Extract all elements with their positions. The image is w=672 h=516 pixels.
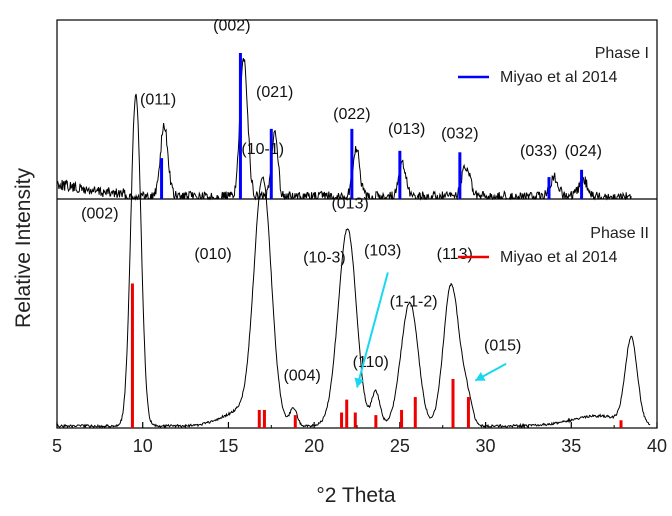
y-axis-label: Relative Intensity (12, 168, 35, 328)
peak-annotation: (021) (256, 84, 293, 101)
x-tick-label: 40 (647, 436, 667, 456)
x-tick-label: 5 (52, 436, 62, 456)
legend-title: Phase I (595, 45, 649, 62)
plot-frame-group (56, 19, 658, 429)
legend-label: Miyao et al 2014 (500, 69, 618, 86)
x-axis-label: °2 Theta (316, 484, 396, 507)
x-tick-label: 35 (561, 436, 581, 456)
peak-annotation: (10-1) (241, 141, 284, 158)
annotation-arrowhead (475, 371, 486, 381)
x-tick-label: 20 (304, 436, 324, 456)
series-group (56, 53, 651, 430)
measured-pattern-line (56, 93, 651, 430)
peak-annotation: (010) (194, 246, 231, 263)
peak-annotation: (004) (283, 368, 320, 385)
peak-annotation: (10-3) (303, 249, 346, 266)
peak-annotation: (033) (520, 143, 557, 160)
annotation-arrow (356, 272, 389, 388)
legend-label: Miyao et al 2014 (500, 249, 618, 266)
label-group: 5 10 15 20 25 30 35 40 (011) (002) (021) (022) (013)… (52, 17, 667, 456)
measured-pattern-line (56, 57, 632, 201)
annotation-arrowhead (354, 377, 365, 388)
peak-annotation: (015) (484, 337, 521, 354)
x-tick-label: 30 (476, 436, 496, 456)
peak-annotation: (1-1-2) (390, 293, 438, 310)
x-tick-label: 15 (218, 436, 238, 456)
peak-annotation: (002) (81, 205, 118, 222)
peak-annotation: (024) (565, 143, 602, 160)
x-tick-label: 25 (390, 436, 410, 456)
peak-annotation: (032) (441, 125, 478, 142)
x-tick-label: 10 (133, 436, 153, 456)
peak-annotation: (002) (213, 17, 250, 34)
peak-annotation: (022) (333, 106, 370, 123)
peak-annotation: (110) (353, 354, 389, 371)
peak-annotation: (103) (364, 243, 401, 260)
peak-annotation: (011) (140, 91, 176, 108)
peak-annotation: (013) (388, 121, 425, 138)
peak-annotation: (113) (437, 246, 473, 263)
legend-title: Phase II (590, 225, 649, 242)
peak-annotation: (013) (331, 195, 368, 212)
